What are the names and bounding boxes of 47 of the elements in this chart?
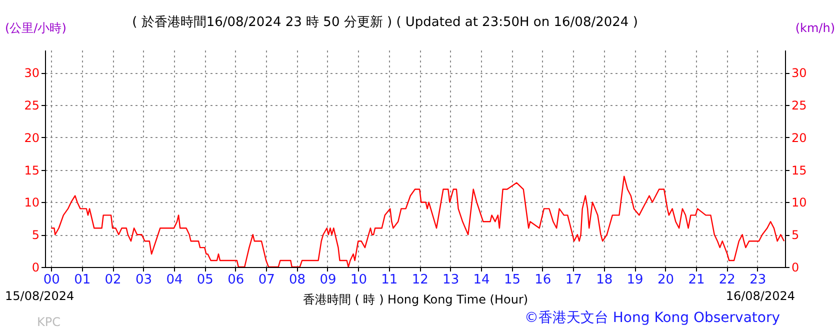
y2-tick-label: 15 — [792, 163, 807, 178]
x-tick-label: 13 — [442, 272, 460, 288]
x-tick-label: 08 — [289, 272, 306, 288]
x-tick-label: 21 — [688, 272, 705, 288]
text: KPC — [37, 315, 60, 329]
x-tick-label: 15 — [504, 272, 520, 288]
x-tick-label: 06 — [228, 272, 244, 288]
x-tick-label: 04 — [166, 272, 183, 288]
x-tick-label: 07 — [258, 272, 275, 288]
y-tick-label: 10 — [24, 196, 40, 210]
text: 15/08/2024 — [5, 289, 74, 303]
x-tick-label: 01 — [74, 272, 91, 288]
y-tick-label: 30 — [24, 66, 40, 80]
x-tick-label: 02 — [104, 272, 122, 288]
y-tick-label: 5 — [32, 228, 40, 242]
text: ©香港天文台 Hong Kong Observatory — [524, 310, 780, 326]
x-tick-label: 12 — [412, 272, 428, 288]
x-tick-label: 18 — [596, 272, 613, 288]
x-tick-label: 14 — [473, 272, 490, 288]
line-series — [50, 176, 785, 267]
x-tick-label: 17 — [565, 272, 582, 288]
y2-tick-label: 5 — [792, 228, 800, 242]
x-tick-label: 11 — [381, 272, 398, 288]
chart-title: ( 於香港時間16/08/2024 23 時 50 分更新 ) ( Updated at 23:50H on 16/08/2024 ) — [132, 15, 638, 30]
x-tick-label: 10 — [350, 272, 367, 288]
x-tick-label: 22 — [718, 272, 736, 288]
y-tick-label: 15 — [24, 163, 40, 178]
x-tick-label: 03 — [135, 272, 152, 288]
x-tick-label: 19 — [626, 272, 644, 288]
x-tick-label: 05 — [196, 272, 214, 288]
y-axis-title: (公里/小時) — [5, 21, 66, 35]
x-tick-label: 16 — [534, 272, 552, 288]
x-tick-label: 00 — [43, 272, 60, 288]
x-axis-title: 香港時間 ( 時 ) Hong Kong Time (Hour) — [302, 292, 528, 306]
y-tick-label: 25 — [24, 98, 40, 113]
y2-axis-title: (km/h) — [795, 21, 835, 35]
y-tick-label: 0 — [32, 260, 40, 274]
y2-tick-label: 10 — [792, 196, 807, 210]
y2-tick-label: 30 — [792, 66, 807, 80]
text: 16/08/2024 — [726, 289, 795, 303]
x-tick-label: 09 — [320, 272, 336, 288]
y2-tick-label: 20 — [792, 130, 807, 145]
y2-tick-label: 25 — [792, 98, 807, 113]
y2-tick-label: 0 — [792, 260, 800, 274]
x-tick-label: 20 — [657, 272, 674, 288]
y-tick-label: 20 — [24, 130, 40, 145]
x-tick-label: 23 — [750, 272, 766, 288]
